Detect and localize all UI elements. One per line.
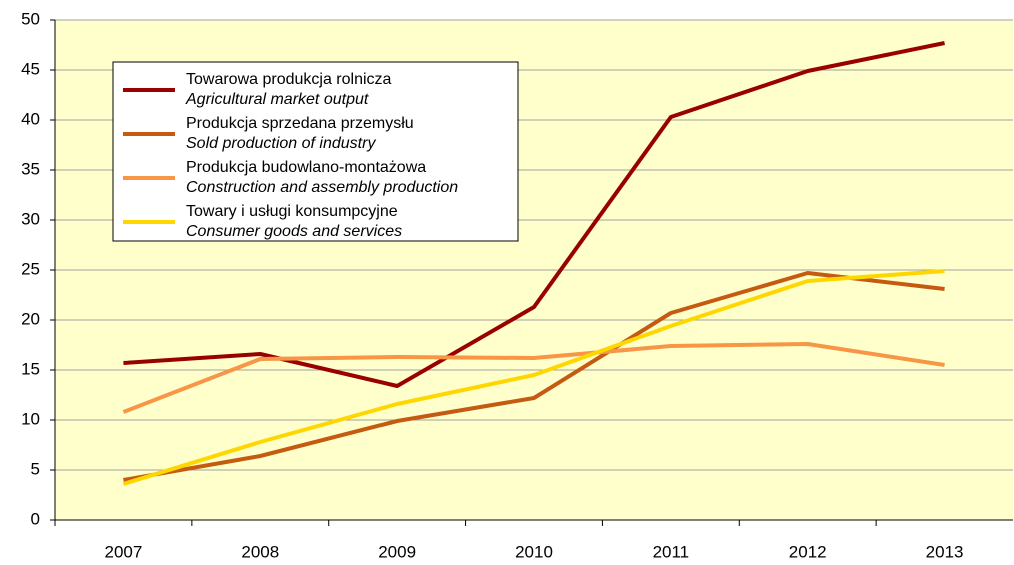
y-tick-label: 0 — [31, 509, 40, 528]
x-tick-label: 2007 — [105, 542, 143, 561]
legend-label-en: Sold production of industry — [186, 135, 376, 152]
legend-label: Produkcja budowlano-montażowa — [186, 159, 426, 176]
y-tick-label: 35 — [21, 159, 40, 178]
x-tick-label: 2008 — [241, 542, 279, 561]
series-line — [123, 271, 945, 482]
y-tick-label: 5 — [31, 459, 40, 478]
y-tick-label: 15 — [21, 359, 40, 378]
y-tick-label: 50 — [21, 9, 40, 28]
legend-box — [112, 61, 519, 242]
legend-label: Produkcja sprzedana przemysłu — [186, 115, 414, 132]
legend-label-en: Agricultural market output — [185, 91, 369, 108]
legend: Towarowa produkcja rolnicza Agricultural … — [112, 61, 519, 242]
y-tick-label: 25 — [21, 259, 40, 278]
series-line — [122, 269, 945, 486]
y-tick-label: 40 — [21, 109, 40, 128]
legend-label-en: Construction and assembly production — [186, 179, 458, 196]
y-tick-label: 45 — [21, 59, 40, 78]
x-tick-label: 2012 — [789, 542, 827, 561]
x-tick-label: 2011 — [653, 542, 690, 561]
series-line — [123, 41, 945, 388]
legend-label: Towarowa produkcja rolnicza — [186, 71, 392, 88]
y-tick-label: 20 — [21, 309, 40, 328]
y-tick-label: 30 — [21, 209, 40, 228]
x-tick-label: 2009 — [378, 542, 416, 561]
x-tick-label: 2010 — [515, 542, 553, 561]
y-tick-label: 10 — [21, 409, 40, 428]
series-line — [122, 342, 945, 414]
legend-label-en: Consumer goods and services — [186, 223, 402, 240]
x-tick-label: 2013 — [926, 542, 964, 561]
legend-label: Towary i usługi konsumpcyjne — [186, 203, 398, 220]
